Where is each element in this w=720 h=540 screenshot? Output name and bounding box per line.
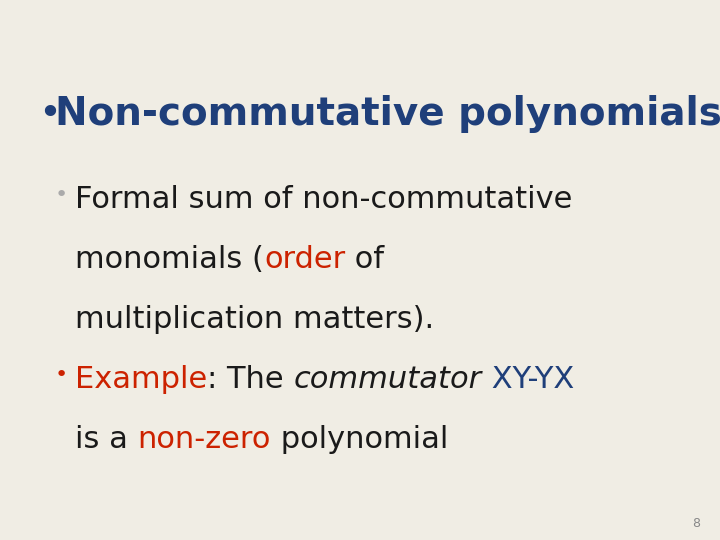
- Text: 8: 8: [692, 517, 700, 530]
- Text: polynomial: polynomial: [271, 425, 449, 454]
- Text: •: •: [38, 95, 61, 133]
- Text: Example: Example: [75, 365, 207, 394]
- Text: of: of: [345, 245, 384, 274]
- Text: monomials (: monomials (: [75, 245, 264, 274]
- Text: order: order: [264, 245, 345, 274]
- Text: Formal sum of non-commutative: Formal sum of non-commutative: [75, 185, 572, 214]
- Text: •: •: [55, 365, 68, 385]
- Text: Non-commutative polynomials:: Non-commutative polynomials:: [55, 95, 720, 133]
- Text: : The: : The: [207, 365, 294, 394]
- Text: XY-YX: XY-YX: [482, 365, 574, 394]
- Text: multiplication matters).: multiplication matters).: [75, 305, 434, 334]
- Text: non-zero: non-zero: [138, 425, 271, 454]
- Text: is a: is a: [75, 425, 138, 454]
- Text: commutator: commutator: [294, 365, 482, 394]
- Text: •: •: [55, 185, 68, 205]
